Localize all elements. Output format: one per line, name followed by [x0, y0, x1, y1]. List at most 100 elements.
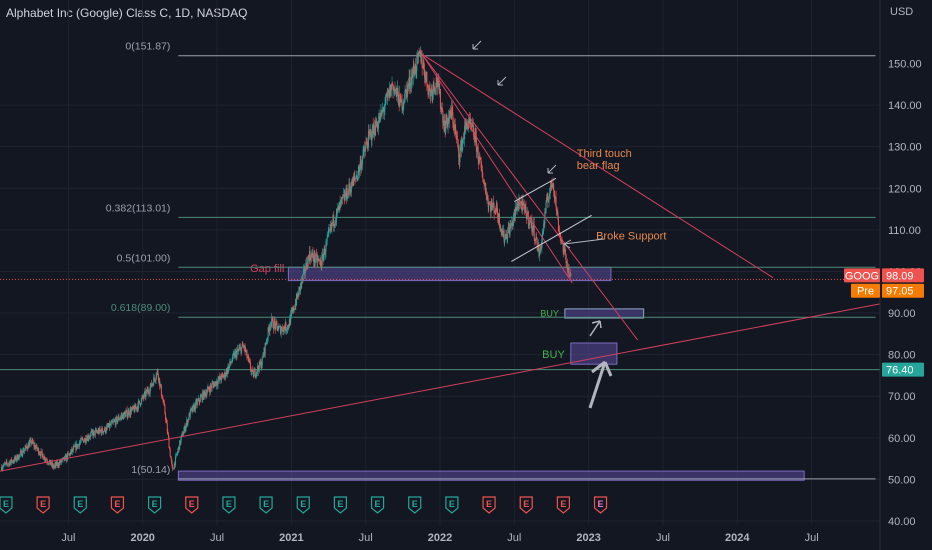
candle-body [547, 201, 549, 203]
candle-body [87, 435, 89, 439]
candle-body [82, 439, 84, 443]
candle-body [398, 104, 400, 107]
candle-body [425, 75, 427, 80]
candle-body [448, 116, 450, 123]
candle-body [20, 450, 22, 452]
fib-label: 0.5(101.00) [117, 252, 171, 264]
candle-body [333, 215, 335, 226]
candle-body [458, 157, 460, 163]
candle-body [34, 445, 36, 447]
candle-body [316, 254, 318, 263]
candle-body [252, 371, 254, 377]
candle-body [517, 206, 519, 209]
candle-body [111, 420, 113, 423]
candle-body [81, 438, 83, 439]
candle-body [284, 322, 286, 331]
earnings-label: E [152, 499, 158, 509]
candle-body [235, 351, 237, 358]
candle-body [385, 95, 387, 97]
candle-body [490, 202, 492, 212]
candle-body [233, 353, 235, 355]
candle-body [342, 195, 344, 198]
candle-body [373, 125, 375, 134]
candle-body [129, 409, 131, 416]
candle-body [18, 454, 20, 459]
candle-body [548, 197, 550, 203]
candle-body [82, 438, 84, 440]
candle-body [428, 88, 430, 95]
candle-body [348, 183, 350, 193]
candle-body [433, 82, 435, 88]
candle-body [540, 245, 542, 248]
candle-body [464, 125, 466, 127]
candle-body [262, 355, 264, 357]
fib-label: 0.382(113.01) [106, 202, 171, 214]
candle-body [11, 458, 13, 463]
candle-body [212, 383, 214, 385]
buy-arrow [591, 320, 601, 324]
candle-body [553, 190, 555, 197]
candle-body [279, 326, 281, 327]
y-tick-label: 40.00 [888, 516, 916, 528]
candle-body [199, 401, 201, 403]
candle-body [123, 412, 125, 414]
candle-body [164, 413, 166, 420]
earnings-marker: E [0, 496, 13, 514]
candle-body [97, 430, 99, 433]
earnings-label: E [300, 499, 306, 509]
price-tag-value: 97.05 [886, 286, 914, 298]
candle-body [206, 392, 208, 396]
candle-body [239, 347, 241, 349]
candle-body [329, 229, 331, 231]
price-tag-box [882, 268, 924, 283]
candle-body [282, 330, 284, 333]
candle-body [222, 374, 224, 376]
earnings-badge [147, 496, 162, 514]
candle-body [212, 383, 214, 385]
earnings-label: E [114, 499, 120, 509]
candle-body [115, 417, 117, 425]
candle-body [56, 461, 58, 466]
candle-body [235, 351, 237, 353]
candle-body [156, 372, 158, 378]
candle-body [180, 438, 182, 444]
candle-body [90, 432, 92, 434]
candle-body [321, 255, 323, 267]
candle-body [81, 438, 83, 440]
candle-body [126, 410, 128, 417]
price-tag-value: 76.40 [886, 365, 914, 377]
candle-body [503, 231, 505, 237]
candle-body [68, 453, 70, 455]
candle-body [299, 286, 301, 291]
candle-body [134, 404, 136, 412]
candle-body [455, 128, 457, 136]
candle-body [513, 211, 515, 215]
candle-body [223, 372, 225, 376]
candle-body [484, 182, 486, 185]
candle-body [249, 362, 251, 370]
candle-body [442, 120, 444, 124]
candle-body [64, 455, 66, 457]
candle-body [511, 221, 513, 227]
candle-body [554, 196, 556, 199]
candle-body [252, 369, 254, 372]
candle-body [403, 102, 405, 104]
candle-body [494, 210, 496, 214]
candle-body [49, 459, 51, 462]
candle-body [482, 182, 484, 184]
candle-body [534, 240, 536, 241]
candle-body [271, 317, 273, 319]
candle-body [194, 405, 196, 410]
candle-body [331, 222, 333, 228]
candle-body [549, 187, 551, 193]
candle-body [205, 393, 207, 397]
candle-body [537, 244, 539, 250]
candle-body [527, 211, 529, 216]
earnings-label: E [3, 499, 9, 509]
candle-body [429, 91, 431, 97]
candle-body [367, 131, 369, 148]
candle-body [270, 325, 272, 327]
support-arrow [563, 238, 605, 245]
candle-body [489, 204, 491, 206]
